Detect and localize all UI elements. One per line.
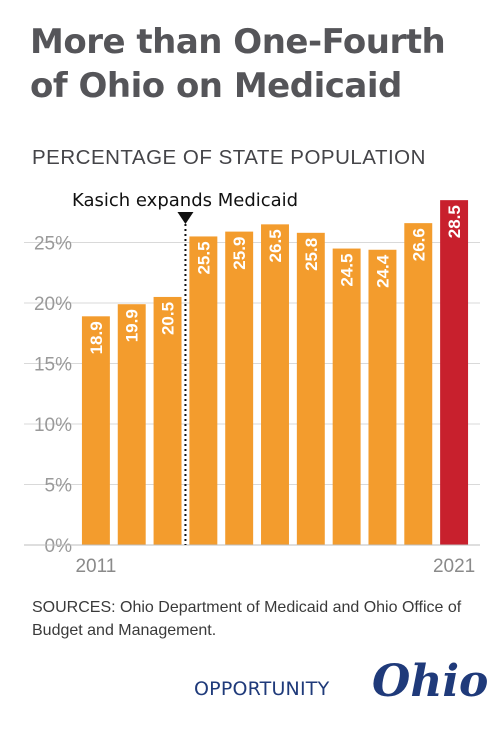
bar-value-label: 25.9	[230, 237, 249, 270]
logo-script: Ohio	[372, 656, 489, 707]
y-tick-label: 5%	[45, 476, 73, 497]
bar-2019	[368, 249, 397, 545]
bar-chart: 0% 5% 10% 15% 20% 25% 18.9 19.9 20.5 25.5 25.9 26.5…	[24, 190, 480, 577]
bar-value-label: 24.5	[338, 254, 357, 287]
bar-2018	[332, 248, 361, 546]
bar-value-label: 19.9	[123, 309, 142, 342]
y-tick-label: 20%	[34, 294, 72, 315]
logo-wordmark: OPPORTUNITY	[194, 678, 330, 700]
bar-value-label: 25.5	[194, 241, 213, 274]
bar-2021	[440, 200, 469, 545]
annotation-label: Kasich expands Medicaid	[72, 190, 298, 211]
bar-value-label: 26.5	[266, 229, 285, 262]
bar-2015	[225, 231, 254, 546]
bar-2013	[153, 296, 182, 545]
y-tick-label: 10%	[34, 415, 72, 436]
y-tick-label: 15%	[34, 355, 72, 376]
title-line-2: of Ohio on Medicaid	[30, 66, 402, 106]
bar-value-label: 18.9	[87, 321, 106, 354]
chart-subtitle: PERCENTAGE OF STATE POPULATION	[32, 146, 426, 169]
bar-2016	[261, 224, 289, 545]
chart-title: More than One-Fourth of Ohio on Medicaid	[30, 20, 490, 108]
bar-2020	[404, 223, 433, 545]
y-tick-label: 0%	[45, 536, 73, 557]
bar-value-label: 26.6	[409, 228, 428, 261]
sources-note: SOURCES: Ohio Department of Medicaid and…	[32, 599, 462, 639]
bar-2012	[117, 304, 146, 545]
bar-value-label: 25.8	[302, 238, 321, 271]
bar-value-label: 28.5	[445, 205, 464, 238]
annotation-marker-icon	[177, 212, 194, 224]
x-tick-label: 2011	[75, 556, 116, 577]
bar-2017	[296, 232, 325, 545]
title-line-1: More than One-Fourth	[30, 22, 446, 62]
bar-value-label: 20.5	[159, 302, 178, 335]
bar-value-label: 24.4	[373, 254, 392, 288]
x-tick-label: 2021	[433, 556, 475, 577]
bar-2011	[81, 316, 110, 545]
bar-2014	[189, 236, 218, 545]
opportunity-ohio-logo: OPPORTUNITY Ohio	[194, 656, 488, 716]
y-tick-label: 25%	[34, 234, 72, 255]
